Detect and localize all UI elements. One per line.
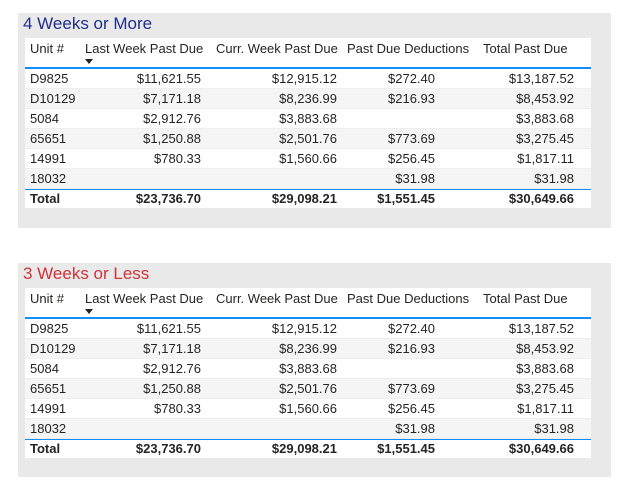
cell-curr-week-past-due: $12,915.12 xyxy=(271,321,337,336)
table-row[interactable]: 14991 $780.33 $1,560.66 $256.45 $1,817.1… xyxy=(25,149,591,169)
cell-past-due-deductions: $216.93 xyxy=(388,91,435,106)
cell-curr-week-past-due: $1,560.66 xyxy=(279,401,337,416)
cell-total-past-due: $13,187.52 xyxy=(508,321,574,336)
table-header-row: Unit # Last Week Past Due Curr. Week Pas… xyxy=(25,38,591,69)
visual-title: 3 Weeks or Less xyxy=(23,264,150,283)
cell-total-past-due: $13,187.52 xyxy=(508,71,574,86)
past-due-table: Unit # Last Week Past Due Curr. Week Pas… xyxy=(25,38,591,208)
total-total-past-due: $30,649.66 xyxy=(508,441,574,456)
table-row[interactable]: D9825 $11,621.55 $12,915.12 $272.40 $13,… xyxy=(25,319,591,339)
cell-unit: D9825 xyxy=(30,71,69,86)
cell-unit: D10129 xyxy=(30,341,76,356)
table-row[interactable]: 18032 $31.98 $31.98 xyxy=(25,169,591,189)
cell-past-due-deductions: $31.98 xyxy=(395,421,435,436)
cell-last-week-past-due: $1,250.88 xyxy=(143,381,201,396)
cell-unit: 14991 xyxy=(30,401,67,416)
cell-total-past-due: $3,883.68 xyxy=(516,111,574,126)
cell-past-due-deductions: $31.98 xyxy=(395,171,435,186)
cell-last-week-past-due: $1,250.88 xyxy=(143,131,201,146)
cell-curr-week-past-due: $8,236.99 xyxy=(279,91,337,106)
cell-past-due-deductions: $773.69 xyxy=(388,131,435,146)
cell-unit: D10129 xyxy=(30,91,76,106)
cell-total-past-due: $3,275.45 xyxy=(516,381,574,396)
cell-curr-week-past-due: $3,883.68 xyxy=(279,111,337,126)
total-curr-week-past-due: $29,098.21 xyxy=(271,191,337,206)
sort-descending-icon[interactable] xyxy=(85,309,93,314)
total-last-week-past-due: $23,736.70 xyxy=(135,191,201,206)
table-row[interactable]: 65651 $1,250.88 $2,501.76 $773.69 $3,275… xyxy=(25,379,591,399)
table-row[interactable]: 18032 $31.98 $31.98 xyxy=(25,419,591,439)
table-total-row: Total $23,736.70 $29,098.21 $1,551.45 $3… xyxy=(25,189,591,208)
table-row[interactable]: 5084 $2,912.76 $3,883.68 $3,883.68 xyxy=(25,109,591,129)
cell-curr-week-past-due: $8,236.99 xyxy=(279,341,337,356)
cell-past-due-deductions: $216.93 xyxy=(388,341,435,356)
column-header-total-past-due[interactable]: Total Past Due xyxy=(483,291,568,306)
cell-total-past-due: $31.98 xyxy=(534,421,574,436)
cell-last-week-past-due: $11,621.55 xyxy=(136,321,201,336)
cell-total-past-due: $3,883.68 xyxy=(516,361,574,376)
cell-past-due-deductions: $256.45 xyxy=(388,151,435,166)
cell-total-past-due: $1,817.11 xyxy=(517,401,574,416)
cell-unit: 65651 xyxy=(30,381,67,396)
column-header-unit[interactable]: Unit # xyxy=(30,41,64,56)
cell-unit: 18032 xyxy=(30,421,67,436)
cell-unit: 65651 xyxy=(30,131,67,146)
total-label: Total xyxy=(30,441,61,456)
cell-last-week-past-due: $11,621.55 xyxy=(136,71,201,86)
table-row[interactable]: D10129 $7,171.18 $8,236.99 $216.93 $8,45… xyxy=(25,339,591,359)
cell-total-past-due: $1,817.11 xyxy=(517,151,574,166)
cell-past-due-deductions: $272.40 xyxy=(388,321,435,336)
cell-unit: 18032 xyxy=(30,171,67,186)
total-past-due-deductions: $1,551.45 xyxy=(377,441,435,456)
column-header-last-week-past-due[interactable]: Last Week Past Due xyxy=(85,291,204,306)
cell-total-past-due: $8,453.92 xyxy=(516,341,574,356)
cell-unit: 5084 xyxy=(30,361,59,376)
cell-total-past-due: $3,275.45 xyxy=(516,131,574,146)
column-header-unit[interactable]: Unit # xyxy=(30,291,64,306)
cell-last-week-past-due: $2,912.76 xyxy=(143,111,201,126)
table-total-row: Total $23,736.70 $29,098.21 $1,551.45 $3… xyxy=(25,439,591,458)
column-header-curr-week-past-due[interactable]: Curr. Week Past Due xyxy=(216,41,338,56)
cell-unit: 14991 xyxy=(30,151,67,166)
cell-past-due-deductions: $773.69 xyxy=(388,381,435,396)
cell-total-past-due: $31.98 xyxy=(534,171,574,186)
cell-last-week-past-due: $2,912.76 xyxy=(143,361,201,376)
total-last-week-past-due: $23,736.70 xyxy=(135,441,201,456)
visual-title: 4 Weeks or More xyxy=(23,14,153,33)
cell-total-past-due: $8,453.92 xyxy=(516,91,574,106)
column-header-curr-week-past-due[interactable]: Curr. Week Past Due xyxy=(216,291,338,306)
table-row[interactable]: D10129 $7,171.18 $8,236.99 $216.93 $8,45… xyxy=(25,89,591,109)
cell-curr-week-past-due: $2,501.76 xyxy=(279,131,337,146)
column-header-past-due-deductions[interactable]: Past Due Deductions xyxy=(347,41,470,56)
cell-last-week-past-due: $7,171.18 xyxy=(143,91,201,106)
total-total-past-due: $30,649.66 xyxy=(508,191,574,206)
table-row[interactable]: 14991 $780.33 $1,560.66 $256.45 $1,817.1… xyxy=(25,399,591,419)
cell-past-due-deductions: $272.40 xyxy=(388,71,435,86)
cell-curr-week-past-due: $12,915.12 xyxy=(271,71,337,86)
table-row[interactable]: 65651 $1,250.88 $2,501.76 $773.69 $3,275… xyxy=(25,129,591,149)
cell-unit: 5084 xyxy=(30,111,59,126)
total-past-due-deductions: $1,551.45 xyxy=(377,191,435,206)
cell-curr-week-past-due: $3,883.68 xyxy=(279,361,337,376)
table-visual-3-weeks-or-less: 3 Weeks or Less Unit # Last Week Past Du… xyxy=(18,263,611,477)
cell-last-week-past-due: $780.33 xyxy=(154,401,201,416)
cell-curr-week-past-due: $2,501.76 xyxy=(279,381,337,396)
cell-curr-week-past-due: $1,560.66 xyxy=(279,151,337,166)
column-header-last-week-past-due[interactable]: Last Week Past Due xyxy=(85,41,204,56)
table-row[interactable]: 5084 $2,912.76 $3,883.68 $3,883.68 xyxy=(25,359,591,379)
past-due-table: Unit # Last Week Past Due Curr. Week Pas… xyxy=(25,288,591,458)
cell-past-due-deductions: $256.45 xyxy=(388,401,435,416)
total-curr-week-past-due: $29,098.21 xyxy=(271,441,337,456)
cell-unit: D9825 xyxy=(30,321,69,336)
column-header-past-due-deductions[interactable]: Past Due Deductions xyxy=(347,291,470,306)
table-visual-4-weeks-or-more: 4 Weeks or More Unit # Last Week Past Du… xyxy=(18,13,611,228)
table-row[interactable]: D9825 $11,621.55 $12,915.12 $272.40 $13,… xyxy=(25,69,591,89)
table-header-row: Unit # Last Week Past Due Curr. Week Pas… xyxy=(25,288,591,319)
cell-last-week-past-due: $780.33 xyxy=(154,151,201,166)
total-label: Total xyxy=(30,191,61,206)
column-header-total-past-due[interactable]: Total Past Due xyxy=(483,41,568,56)
sort-descending-icon[interactable] xyxy=(85,59,93,64)
cell-last-week-past-due: $7,171.18 xyxy=(143,341,201,356)
